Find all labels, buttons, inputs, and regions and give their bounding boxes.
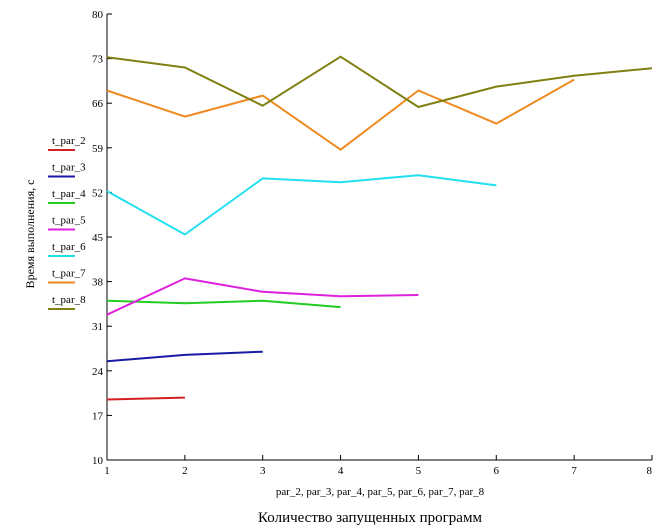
x-axis-variables-label: par_2, par_3, par_4, par_5, par_6, par_7… — [276, 486, 485, 498]
y-tick-label: 52 — [92, 187, 103, 199]
y-axis: 10 17 24 31 38 45 52 59 66 73 80 — [92, 9, 112, 467]
series-line-t-par-8 — [106, 55, 653, 108]
y-tick-label: 38 — [92, 277, 104, 289]
y-tick-label: 10 — [92, 455, 104, 467]
legend-label: t_par_2 — [52, 135, 86, 147]
series-lines — [106, 55, 653, 401]
legend-label: t_par_7 — [52, 268, 86, 280]
y-tick-label: 45 — [92, 232, 104, 244]
x-axis: 1 2 3 4 5 6 7 8 — [104, 455, 653, 477]
y-tick-label: 80 — [92, 9, 104, 21]
y-tick-label: 24 — [92, 366, 104, 378]
series-line-t-par-3 — [106, 350, 263, 363]
y-axis-label: Время выполнения, с — [23, 180, 37, 289]
legend: t_par_2 t_par_3 t_par_4 t_par_5 t_par_6 t_par… — [48, 135, 86, 310]
y-tick-label: 66 — [92, 98, 104, 110]
series-line-t-par-2 — [106, 396, 185, 401]
series-line-t-par-7 — [106, 78, 575, 151]
legend-label: t_par_8 — [52, 294, 86, 306]
series-line-t-par-5 — [106, 277, 419, 316]
legend-label: t_par_4 — [52, 188, 86, 200]
legend-label: t_par_3 — [52, 162, 86, 174]
x-tick-label: 2 — [182, 465, 188, 477]
x-tick-label: 6 — [494, 465, 500, 477]
y-tick-label: 31 — [92, 321, 103, 333]
series-line-t-par-6 — [106, 174, 497, 236]
x-tick-label: 1 — [104, 465, 110, 477]
legend-label: t_par_6 — [52, 241, 86, 253]
y-tick-label: 17 — [92, 410, 104, 422]
y-tick-label: 59 — [92, 143, 104, 155]
series-line-t-par-4 — [106, 299, 341, 309]
x-tick-label: 3 — [260, 465, 266, 477]
x-axis-label: Количество запущенных программ — [258, 510, 482, 526]
x-tick-label: 8 — [647, 465, 653, 477]
x-tick-label: 7 — [571, 465, 577, 477]
y-tick-label: 73 — [92, 54, 104, 66]
x-tick-label: 5 — [416, 465, 422, 477]
legend-label: t_par_5 — [52, 215, 86, 227]
x-tick-label: 4 — [338, 465, 344, 477]
